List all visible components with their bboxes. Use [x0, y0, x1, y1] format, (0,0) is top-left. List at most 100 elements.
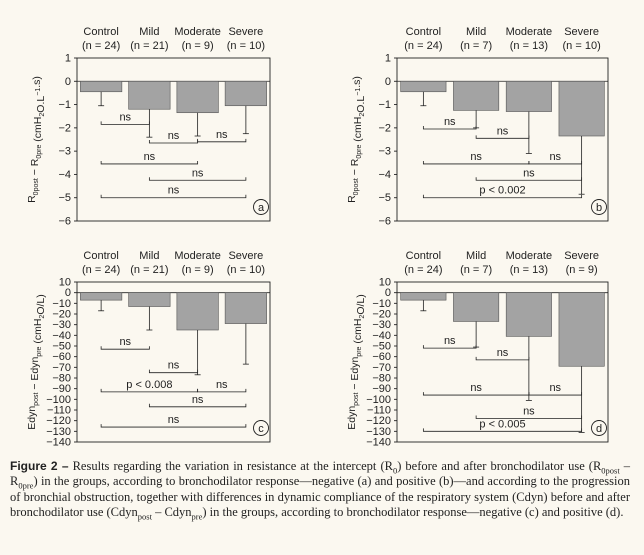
panel-c-ytick-label-6: −50: [52, 341, 71, 353]
panel-d-bracket-1: [475, 356, 530, 361]
panel-a-ylabel: R0post − R0pre (cmH2O.L−1.s): [26, 76, 47, 203]
panel-c-ytick-label-2: −10: [52, 298, 71, 310]
panel-b-bracket-label-4: ns: [523, 167, 535, 179]
panel-a-group-name-0: Control: [83, 26, 118, 38]
panel-d-letter-circle: [591, 420, 607, 436]
panel-b-ytick-label-5: −4: [378, 169, 391, 181]
panel-c-group-n-0: (n = 24): [82, 264, 120, 276]
panel-b-bracket-label-0: ns: [444, 116, 456, 128]
panel-c-bracket-3: [100, 388, 199, 393]
panel-a-bracket-5: [100, 194, 247, 199]
panel-b-bar-3: [558, 80, 605, 137]
panel-c-ytick-label-14: −130: [46, 426, 71, 438]
panel-c-ytick-label-0: 10: [59, 277, 71, 289]
panel-d-ytick-label-15: −140: [366, 437, 391, 449]
panel-b-bracket-label-5: p < 0.002: [479, 185, 525, 197]
panel-a-group-name-1: Mild: [139, 26, 159, 38]
panel-d-group-name-3: Severe: [564, 250, 599, 262]
panel-a-letter-circle: [253, 199, 269, 215]
panel-a-ytick-label-5: −4: [58, 169, 71, 181]
panel-d-ytick-label-9: −80: [372, 373, 391, 385]
panel-c-frame: [76, 281, 271, 443]
panel-c-group-name-0: Control: [83, 250, 118, 262]
panel-c-bracket-label-0: ns: [119, 336, 131, 348]
panel-d-bracket-4: [475, 415, 583, 419]
chart-panel-d: 100−10−20−30−40−50−60−70−80−90−100−110−1…: [346, 250, 609, 449]
panel-d-ytick-label-12: −110: [367, 405, 391, 417]
panel-c-group-name-1: Mild: [139, 250, 159, 262]
chart-panel-a: 1 0 −1 −2 −3 −4 −5 −6 Control (n = 24) Mild (n = 21…: [26, 26, 271, 228]
panel-c-letter-circle: [253, 420, 269, 436]
panel-d-ytick-label-8: −70: [372, 362, 391, 374]
panel-b-ytick-label-0: 1: [385, 53, 391, 65]
panel-a-ytick-label-6: −5: [58, 192, 71, 204]
panel-c-ytick-label-5: −40: [52, 330, 71, 342]
panel-a-frame: [76, 57, 271, 222]
panel-c-letter: c: [258, 423, 264, 435]
panel-b-letter: b: [596, 202, 602, 214]
panel-a-group-name-2: Moderate: [174, 26, 220, 38]
panel-b-ytick-label-7: −6: [378, 216, 391, 228]
panel-b-ytick-label-2: −1: [378, 99, 391, 111]
panel-c-bracket-label-3: p < 0.008: [126, 379, 172, 391]
panel-c-bar-3: [224, 292, 267, 324]
panel-c-bar-0: [80, 292, 123, 301]
panel-a-group-n-2: (n = 9): [182, 40, 214, 52]
panel-a-bracket-0: [100, 121, 150, 125]
panel-d-group-n-3: (n = 9): [566, 264, 598, 276]
panel-d-ytick-label-3: −20: [372, 309, 391, 321]
panel-b-bracket-label-3: ns: [470, 151, 482, 163]
panel-b-ytick-label-6: −5: [378, 192, 391, 204]
panel-d-bar-2: [505, 292, 552, 337]
panel-d-bracket-label-2: ns: [549, 382, 561, 394]
panel-a-ytick-label-3: −2: [58, 122, 71, 134]
panel-b-frame: [396, 57, 609, 222]
panel-d-ytick-label-1: 0: [385, 287, 391, 299]
chart-panel-c: 100−10−20−30−40−50−60−70−80−90−100−110−1…: [26, 250, 271, 449]
panel-d-frame: [396, 281, 609, 443]
panel-a-bar-1: [128, 80, 171, 110]
panel-d-bracket-5: [422, 428, 583, 432]
panel-d-bracket-label-3: ns: [470, 382, 482, 394]
panel-b-bracket-3: [422, 160, 530, 165]
panel-a-ytick-label-2: −1: [58, 99, 71, 111]
panel-a-bracket-4: [148, 177, 247, 181]
panel-d-bracket-label-4: ns: [523, 406, 535, 418]
panel-b-bracket-1: [475, 135, 530, 139]
panel-a-bracket-label-1: ns: [168, 130, 180, 142]
panel-a-bracket-2: [197, 138, 247, 143]
panel-b-bar-1: [453, 80, 500, 111]
panel-d-group-name-0: Control: [406, 250, 441, 262]
panel-b-bracket-0: [422, 126, 477, 130]
panel-a-bracket-label-4: ns: [192, 167, 204, 179]
panel-b-group-n-0: (n = 24): [404, 40, 442, 52]
panel-c-group-n-2: (n = 9): [182, 264, 214, 276]
panel-a-bar-0: [80, 80, 123, 93]
panel-a-group-n-0: (n = 24): [82, 40, 120, 52]
panel-b-bar-2: [505, 80, 552, 112]
panel-c-ytick-label-1: 0: [65, 287, 71, 299]
panel-a-group-name-3: Severe: [228, 26, 263, 38]
chart-panel-b: 1 0 −1 −2 −3 −4 −5 −6 Control (n = 24) Mild (n = 7)…: [346, 26, 609, 228]
panel-a-bracket-3: [100, 160, 199, 165]
panel-a-ytick-label-1: 0: [65, 76, 71, 88]
panel-d-bracket-label-1: ns: [497, 347, 509, 359]
panel-c-group-name-3: Severe: [228, 250, 263, 262]
panel-d-group-n-0: (n = 24): [404, 264, 442, 276]
panel-a-ytick-label-0: 1: [65, 53, 71, 65]
panel-d-ytick-label-0: 10: [379, 277, 391, 289]
panel-a-group-n-3: (n = 10): [227, 40, 265, 52]
panel-c-bar-2: [176, 292, 219, 331]
panel-b-bracket-label-1: ns: [497, 125, 509, 137]
panel-d-ytick-label-14: −130: [366, 426, 391, 438]
panel-d-bracket-label-5: p < 0.005: [479, 418, 525, 430]
panel-b-group-name-3: Severe: [564, 26, 599, 38]
panel-a-letter: a: [258, 202, 265, 214]
panel-d-group-n-2: (n = 13): [510, 264, 548, 276]
panel-c-group-name-2: Moderate: [174, 250, 220, 262]
panel-a-bracket-label-3: ns: [144, 151, 156, 163]
panel-b-group-name-0: Control: [406, 26, 441, 38]
panel-b-bar-0: [400, 80, 447, 93]
panel-b-group-name-2: Moderate: [506, 26, 552, 38]
